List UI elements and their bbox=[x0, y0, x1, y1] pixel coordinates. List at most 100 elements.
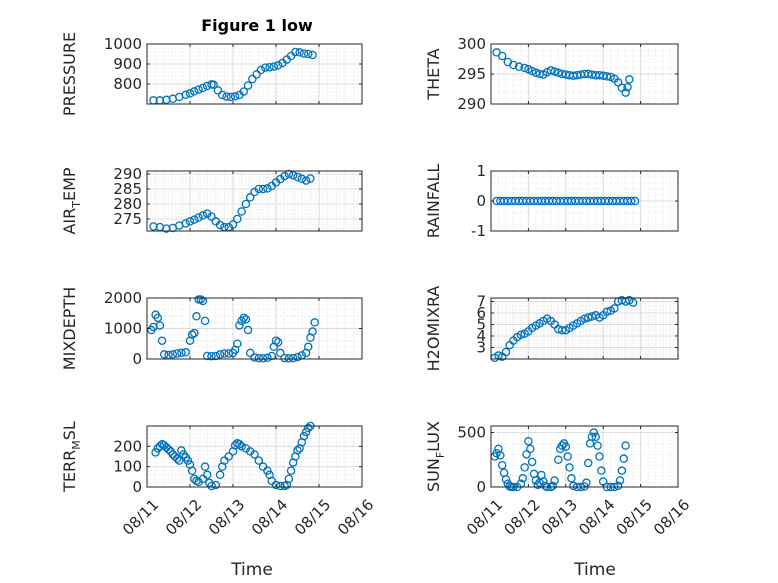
data-point bbox=[531, 68, 541, 78]
data-point bbox=[200, 462, 210, 471]
data-point bbox=[271, 336, 281, 345]
data-point bbox=[299, 49, 309, 58]
data-point bbox=[284, 169, 294, 179]
data-point bbox=[291, 47, 300, 57]
data-point bbox=[190, 87, 199, 96]
data-point bbox=[501, 475, 511, 484]
y-axis-label-rainfall: RAINFALL bbox=[424, 164, 443, 239]
data-point bbox=[557, 325, 567, 335]
data-point bbox=[220, 349, 229, 358]
axes-box bbox=[146, 43, 363, 105]
panel-theta: 290 295 300 THETA bbox=[424, 35, 679, 113]
data-point bbox=[520, 463, 529, 472]
data-point bbox=[254, 456, 264, 465]
data-point bbox=[567, 474, 576, 483]
data-point bbox=[252, 70, 261, 79]
x-tick-label: 08/16 bbox=[650, 496, 693, 539]
data-point bbox=[250, 353, 259, 362]
data-point bbox=[527, 457, 537, 467]
data-point bbox=[222, 92, 231, 101]
x-tick-label: 08/13 bbox=[538, 496, 581, 539]
data-point bbox=[243, 81, 253, 90]
data-point bbox=[280, 171, 289, 181]
data-point bbox=[200, 316, 210, 326]
data-point bbox=[284, 354, 294, 363]
data-point bbox=[228, 220, 238, 229]
y-axis-label-h2omixra: H2OMIXRA bbox=[424, 286, 443, 372]
y-tick-label: -1 bbox=[471, 222, 486, 240]
x-tick-label: 08/13 bbox=[205, 496, 248, 539]
data-point bbox=[497, 51, 507, 61]
data-point bbox=[162, 224, 171, 233]
y-tick-label: 500 bbox=[457, 424, 486, 442]
y-tick-label: 1 bbox=[476, 162, 486, 180]
data-point bbox=[183, 456, 193, 465]
data-point bbox=[550, 476, 559, 485]
data-point bbox=[237, 442, 246, 451]
data-point bbox=[153, 313, 162, 323]
data-point bbox=[276, 348, 285, 358]
data-point bbox=[215, 350, 225, 359]
data-point bbox=[561, 442, 571, 451]
data-point bbox=[280, 353, 289, 363]
data-point bbox=[583, 313, 593, 322]
data-point bbox=[308, 50, 317, 60]
plot-area bbox=[491, 426, 678, 487]
data-point bbox=[526, 444, 535, 454]
x-tick-label: 08/11 bbox=[463, 496, 506, 539]
data-point bbox=[235, 321, 244, 330]
x-tick-label: 08/12 bbox=[162, 496, 205, 539]
data-point bbox=[284, 474, 294, 484]
axes-box bbox=[490, 425, 679, 488]
data-point bbox=[595, 452, 604, 461]
y-axis-label-sun-flux: SUNFLUX bbox=[424, 421, 447, 492]
data-point bbox=[288, 353, 298, 363]
data-point bbox=[164, 445, 173, 454]
data-point bbox=[623, 82, 632, 92]
data-point bbox=[610, 304, 619, 313]
data-point bbox=[230, 92, 240, 101]
data-point bbox=[239, 87, 248, 96]
data-point bbox=[301, 427, 311, 437]
y-tick-label: 300 bbox=[457, 35, 486, 53]
data-point bbox=[303, 423, 313, 433]
y-tick-label: 0 bbox=[476, 192, 486, 210]
axes-box bbox=[146, 170, 363, 232]
data-point bbox=[593, 441, 602, 450]
data-point bbox=[563, 452, 572, 461]
x-axis-label-left: Time bbox=[230, 560, 273, 580]
figure-title: Figure 1 low bbox=[201, 16, 313, 35]
data-point bbox=[260, 63, 270, 72]
data-point bbox=[254, 184, 264, 194]
y-tick-label: 280 bbox=[113, 195, 142, 213]
data-point bbox=[554, 455, 563, 465]
y-tick-label: 100 bbox=[113, 458, 142, 476]
data-point bbox=[254, 353, 264, 363]
data-point bbox=[621, 88, 630, 97]
y-tick-label: 200 bbox=[113, 437, 142, 455]
data-point bbox=[583, 458, 593, 468]
data-point bbox=[582, 478, 591, 487]
y-tick-label: 0 bbox=[476, 478, 486, 496]
data-point bbox=[308, 327, 317, 336]
data-point bbox=[602, 72, 612, 81]
data-point bbox=[630, 196, 640, 206]
data-point bbox=[190, 328, 199, 338]
data-point bbox=[269, 62, 279, 71]
data-point bbox=[265, 62, 274, 72]
data-point bbox=[303, 49, 313, 59]
data-point bbox=[157, 336, 167, 345]
data-point bbox=[565, 463, 574, 472]
data-point bbox=[516, 330, 526, 340]
data-point bbox=[293, 352, 302, 362]
data-point bbox=[248, 74, 257, 84]
y-axis-label-air-temp: AIRTEMP bbox=[60, 167, 83, 234]
x-tick-label: 08/12 bbox=[500, 496, 543, 539]
data-point bbox=[288, 170, 298, 180]
x-tick-label: 08/14 bbox=[248, 496, 291, 539]
data-point bbox=[192, 312, 201, 321]
data-point bbox=[190, 215, 199, 224]
data-point bbox=[514, 62, 524, 72]
y-tick-label: 290 bbox=[113, 165, 142, 183]
